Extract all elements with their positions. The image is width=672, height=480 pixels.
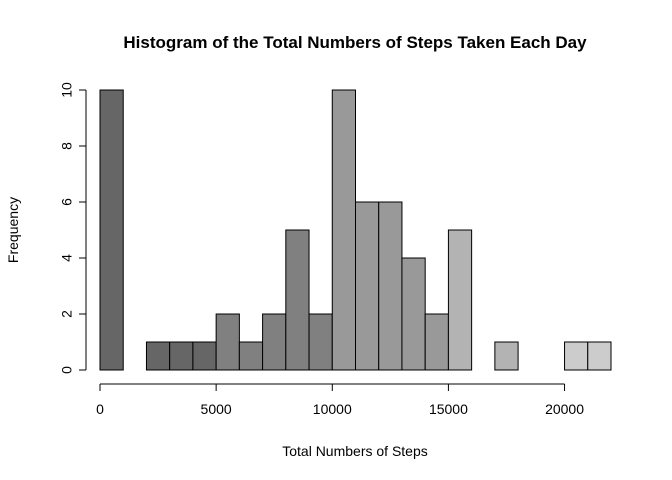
histogram-bar-8	[285, 229, 310, 371]
x-tick-label: 0	[96, 401, 104, 417]
y-axis: 0 2 4 6 8 10	[59, 82, 87, 374]
x-tick-label: 20000	[545, 401, 584, 417]
x-tick-label: 5000	[201, 401, 232, 417]
histogram-bar-3	[169, 341, 194, 371]
histogram-bar-7	[262, 313, 287, 371]
bars-group	[99, 89, 612, 371]
y-tick-label: 8	[59, 142, 75, 150]
y-tick-label: 4	[59, 254, 75, 262]
x-tick-label: 15000	[429, 401, 468, 417]
histogram-bar-9	[308, 313, 333, 371]
histogram-bar-0	[99, 89, 124, 371]
histogram-bar-21	[587, 341, 612, 371]
histogram-bar-5	[215, 313, 240, 371]
y-tick-label: 6	[59, 198, 75, 206]
chart-title: Histogram of the Total Numbers of Steps …	[123, 33, 587, 52]
x-axis-label: Total Numbers of Steps	[282, 443, 428, 459]
histogram-bar-15	[447, 229, 473, 371]
histogram-bar-4	[192, 341, 217, 371]
x-tick-label: 10000	[313, 401, 352, 417]
y-tick-label: 0	[59, 366, 75, 374]
histogram-bar-17	[494, 341, 519, 371]
histogram-bar-20	[564, 341, 589, 371]
y-tick-label: 2	[59, 310, 75, 318]
histogram-bar-14	[424, 313, 449, 371]
histogram-bar-2	[145, 341, 171, 371]
x-axis: 0 5000 10000 15000 20000	[96, 383, 584, 417]
histogram-bar-11	[355, 201, 380, 371]
histogram-bar-12	[378, 201, 403, 371]
y-tick-label: 10	[59, 82, 75, 98]
histogram-bar-13	[401, 257, 426, 371]
histogram-bar-10	[331, 89, 357, 371]
y-axis-label: Frequency	[5, 197, 21, 263]
histogram-bar-6	[238, 341, 264, 371]
